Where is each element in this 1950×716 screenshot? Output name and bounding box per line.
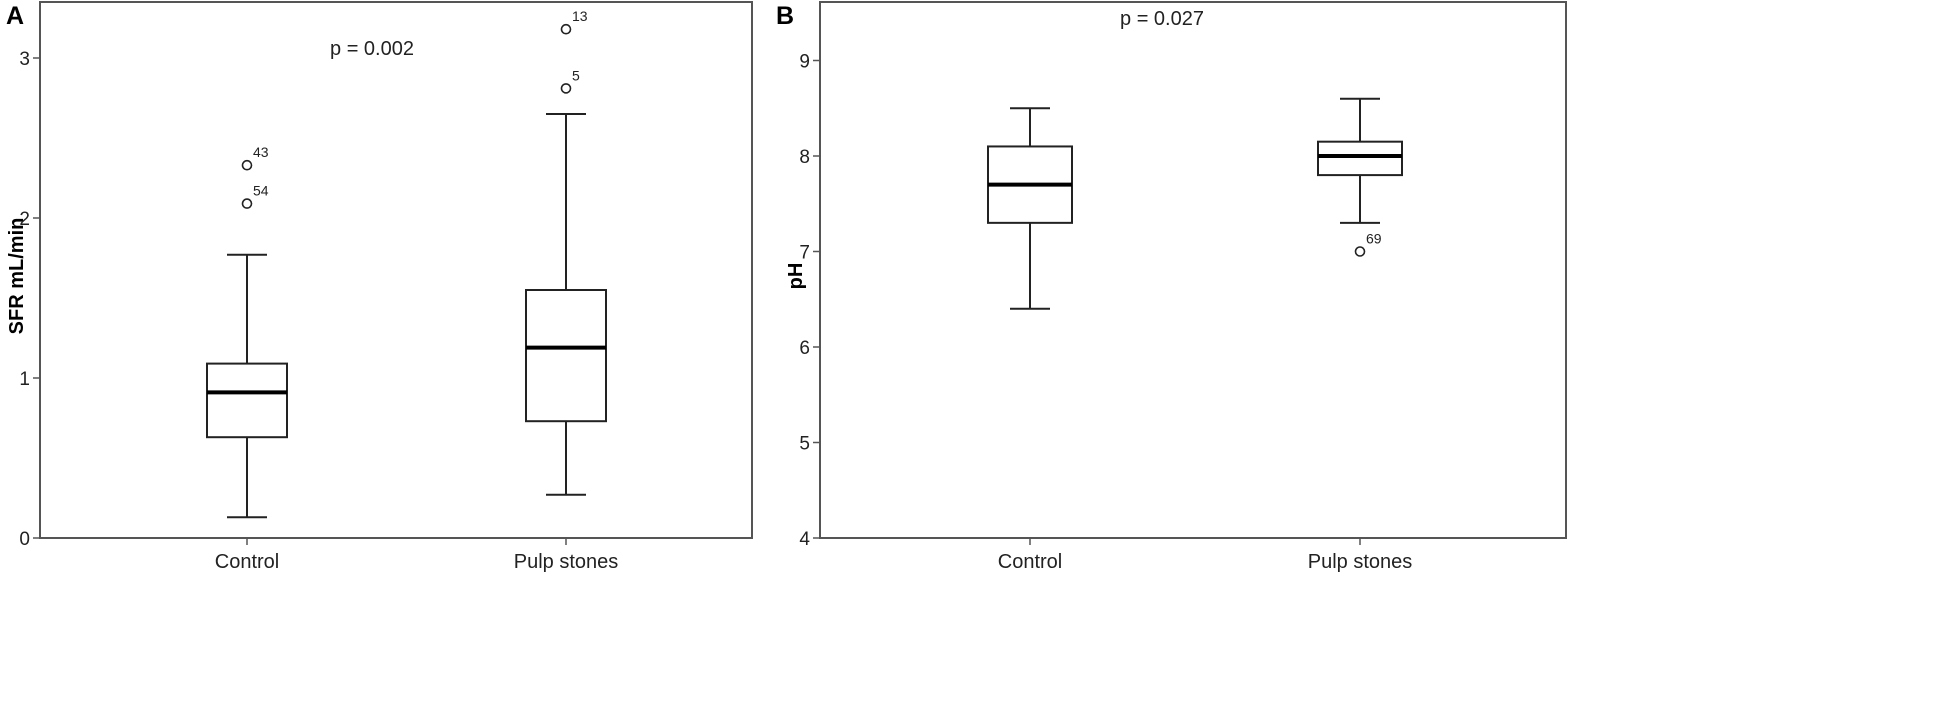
y-tick-label: 5 — [799, 434, 810, 455]
plot-frame — [39, 1, 753, 539]
outlier-label: 43 — [253, 144, 269, 160]
panel-label: A — [6, 2, 24, 30]
y-tick-label: 0 — [19, 529, 30, 550]
y-axis-title: pH — [785, 263, 807, 290]
outlier-label: 13 — [572, 8, 588, 24]
outlier-point — [241, 159, 253, 171]
outlier-point — [1354, 246, 1366, 257]
panel-label: B — [776, 2, 794, 30]
outlier-point — [560, 23, 572, 35]
y-tick-label: 8 — [799, 147, 810, 168]
interquartile-box — [1317, 140, 1403, 177]
outlier-label: 5 — [572, 67, 580, 83]
y-tick-label: 7 — [799, 243, 810, 264]
y-tick-label: 3 — [19, 49, 30, 70]
outlier-point — [560, 83, 572, 94]
chart-panel-a: A SFR mL/min 0 1 2 3 Control Pulp stones p = 0.0… — [6, 1, 753, 573]
x-tick-label: Control — [215, 551, 279, 573]
interquartile-box — [525, 289, 607, 423]
y-tick-label: 6 — [799, 338, 810, 359]
y-axis-title: SFR mL/min — [6, 218, 28, 335]
p-value-annotation: p = 0.027 — [1120, 8, 1204, 30]
y-tick-label: 9 — [799, 52, 810, 73]
y-tick-label: 2 — [19, 209, 30, 230]
box-control — [987, 107, 1073, 310]
x-tick-label: Control — [998, 551, 1062, 573]
box-pulp-stones: 69 — [1317, 97, 1403, 257]
box-pulp-stones: 13 5 — [525, 8, 607, 496]
outlier-label: 69 — [1366, 231, 1382, 247]
y-tick-label: 4 — [799, 529, 810, 550]
y-tick-label: 1 — [19, 369, 30, 390]
outlier-label: 54 — [253, 183, 269, 199]
box-control: 43 54 — [206, 144, 288, 519]
x-tick-label: Pulp stones — [514, 551, 619, 573]
p-value-annotation: p = 0.002 — [330, 38, 414, 60]
interquartile-box — [206, 362, 288, 439]
plot-frame — [819, 1, 1567, 539]
x-tick-label: Pulp stones — [1308, 551, 1413, 573]
chart-panel-b: BpH 4 5 6 7 8 9 Control Pulp stones p = 0.027 69 — [776, 1, 1567, 573]
outlier-point — [241, 198, 253, 209]
